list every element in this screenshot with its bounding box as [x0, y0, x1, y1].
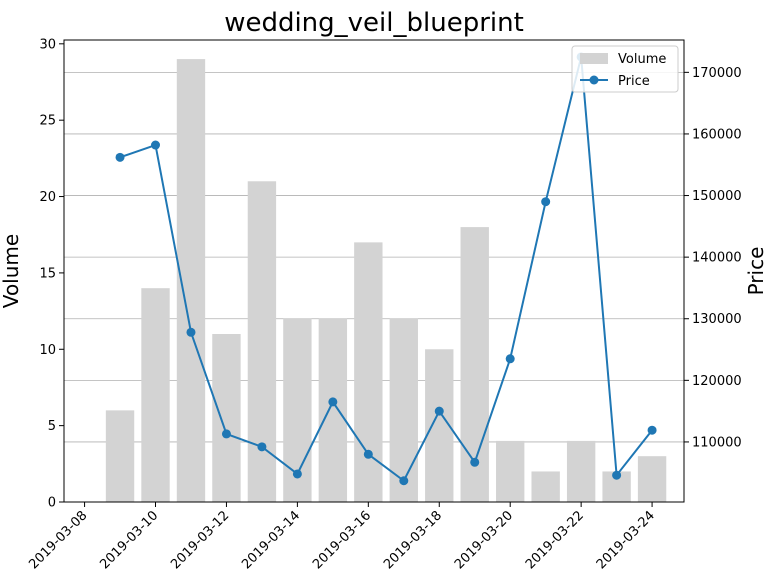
volume-bar	[354, 242, 383, 502]
y-right-tick-label: 160000	[692, 127, 742, 142]
legend-swatch-volume	[580, 53, 608, 64]
price-point	[470, 457, 480, 467]
volume-bar	[105, 410, 135, 502]
price-point	[399, 476, 409, 486]
volume-bars	[105, 59, 667, 503]
x-tick-label: 2019-03-10	[97, 508, 161, 572]
y-left-tick-label: 30	[39, 37, 56, 52]
volume-bar	[389, 318, 418, 502]
x-tick-label: 2019-03-16	[310, 508, 374, 572]
y-axis-left-label: Volume	[0, 234, 23, 308]
price-point	[186, 327, 196, 337]
y-right-tick-label: 170000	[692, 66, 742, 81]
price-point	[647, 425, 657, 435]
y-right-tick-label: 130000	[692, 312, 742, 327]
y-left-tick-label: 0	[48, 496, 56, 511]
y-left-tick-label: 15	[39, 266, 56, 281]
volume-bar	[637, 456, 667, 502]
y-left-tick-label: 10	[39, 343, 56, 358]
y-right-tick-label: 110000	[692, 435, 742, 450]
price-point	[221, 429, 231, 439]
price-point	[257, 442, 267, 452]
volume-bar	[460, 227, 489, 502]
legend-label-volume: Volume	[618, 52, 666, 67]
y-right-tick-label: 120000	[692, 374, 742, 389]
x-tick-label: 2019-03-24	[594, 508, 658, 572]
y-left-tick-label: 5	[48, 419, 56, 434]
y-axis-right: 110000 120000 130000 140000 150000 160000 1700…	[684, 66, 742, 450]
y-right-tick-label: 140000	[692, 251, 742, 266]
y-left-tick-label: 20	[39, 190, 56, 205]
price-point	[505, 354, 515, 364]
y-left-tick-label: 25	[39, 114, 56, 129]
y-axis-left: 0 5 10 15 20 25 30	[39, 37, 64, 511]
y-right-tick-label: 150000	[692, 189, 742, 204]
x-tick-label: 2019-03-18	[381, 508, 445, 572]
price-point	[363, 449, 373, 459]
x-tick-label: 2019-03-08	[26, 508, 90, 572]
chart-title: wedding_veil_blueprint	[224, 8, 524, 38]
x-axis: 2019-03-08 2019-03-10 2019-03-12 2019-03-14…	[26, 502, 658, 572]
x-tick-label: 2019-03-20	[452, 508, 516, 572]
volume-bar	[496, 440, 525, 502]
volume-bar	[566, 440, 596, 502]
price-point	[115, 152, 125, 162]
plot-frame	[63, 39, 685, 503]
price-point	[292, 469, 302, 479]
legend: Volume Price	[571, 45, 679, 93]
volume-bar	[531, 471, 560, 502]
price-point	[328, 397, 338, 407]
y-axis-right-label: Price	[744, 247, 768, 296]
volume-bar	[141, 288, 170, 502]
x-tick-label: 2019-03-12	[168, 508, 232, 572]
price-line-group	[115, 52, 657, 486]
volume-bar	[318, 318, 348, 502]
x-tick-label: 2019-03-14	[239, 508, 303, 572]
legend-marker-price	[589, 75, 599, 85]
price-point	[434, 406, 444, 416]
x-tick-label: 2019-03-22	[523, 508, 587, 572]
legend-label-price: Price	[618, 74, 650, 89]
price-point	[541, 197, 551, 207]
price-point	[151, 140, 161, 150]
price-line	[119, 56, 653, 483]
price-point	[612, 470, 622, 480]
volume-bar	[212, 334, 241, 502]
